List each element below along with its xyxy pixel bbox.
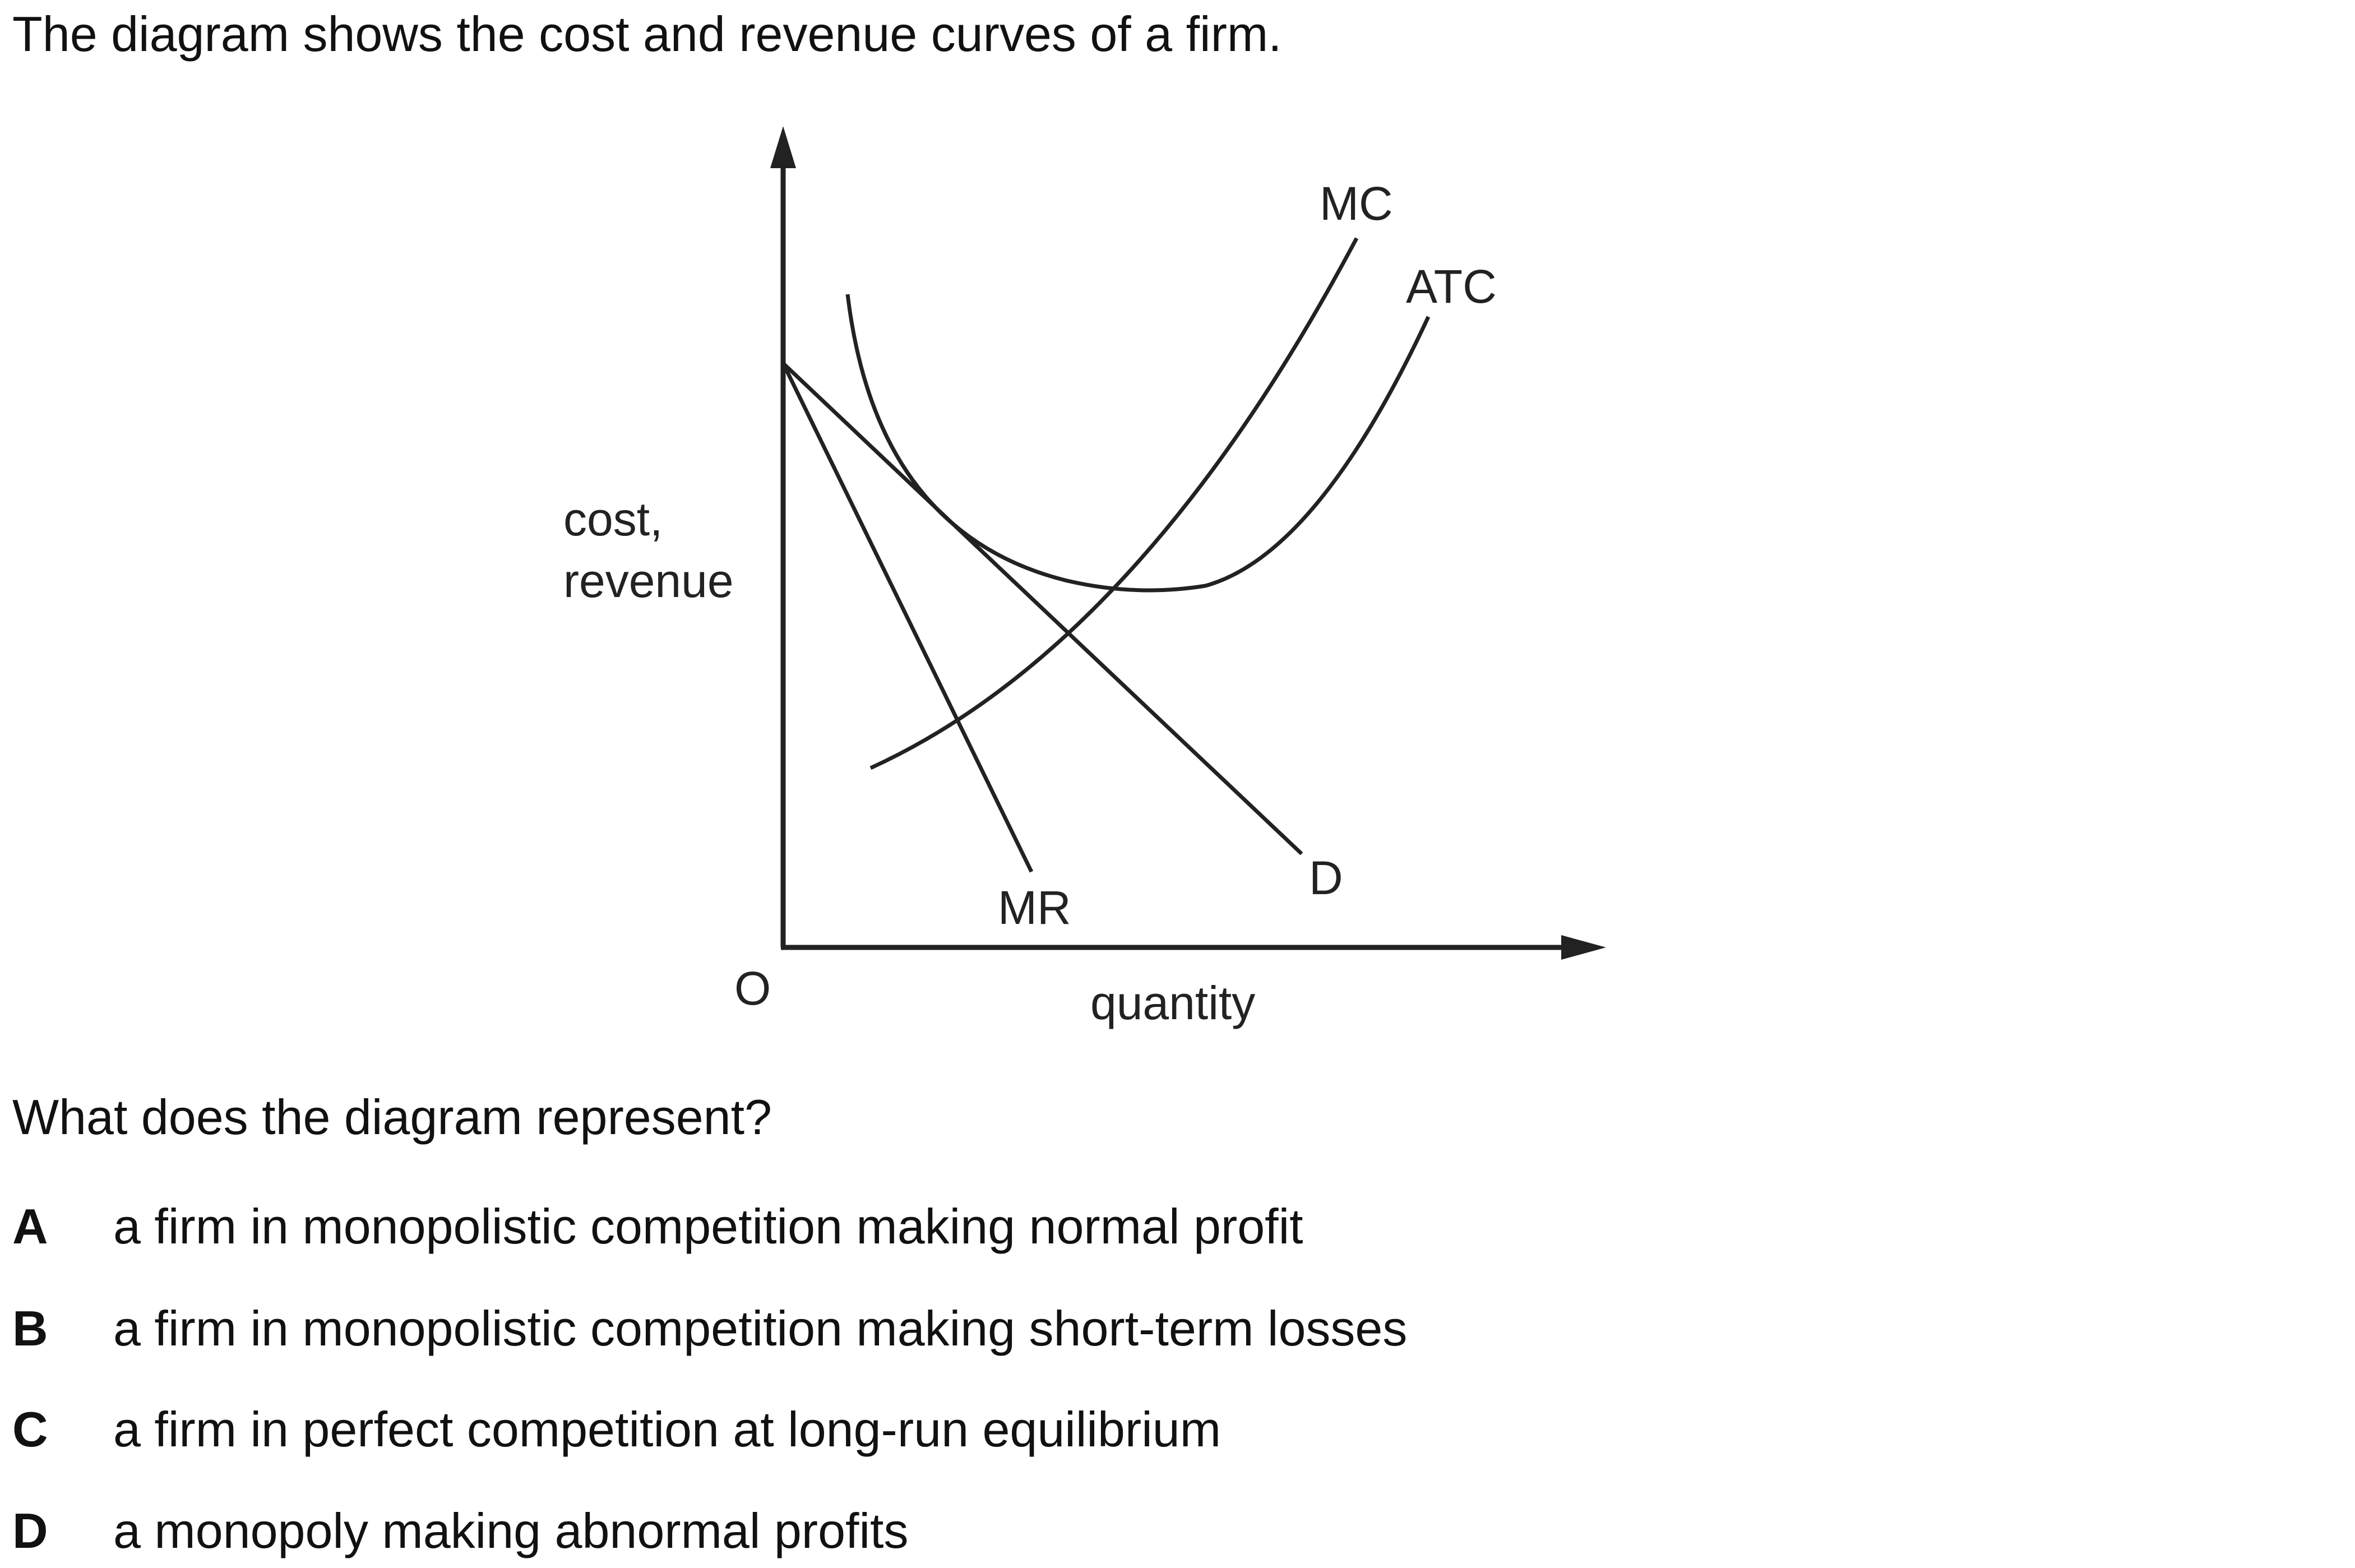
option-c-text: a firm in perfect competition at long-ru… (113, 1402, 1222, 1457)
option-d-text: a monopoly making abnormal profits (113, 1503, 909, 1558)
x-axis-label: quantity (1090, 977, 1255, 1029)
option-c-letter: C (12, 1402, 48, 1457)
origin-label: O (734, 962, 771, 1015)
demand-label: D (1309, 852, 1343, 904)
intro-text: The diagram shows the cost and revenue c… (12, 6, 1282, 62)
option-b-text: a firm in monopolistic competition makin… (113, 1301, 1408, 1356)
atc-label: ATC (1406, 260, 1497, 313)
question-text: What does the diagram represent? (12, 1089, 772, 1145)
mc-curve (869, 237, 1359, 770)
option-b-letter: B (12, 1301, 48, 1356)
option-a-letter: A (12, 1199, 48, 1254)
option-a-text: a firm in monopolistic competition makin… (113, 1199, 1303, 1254)
marginal-revenue-curve (781, 362, 1034, 873)
demand-curve (781, 362, 1303, 855)
y-axis-arrowhead (770, 126, 796, 168)
y-axis-label-line2: revenue (563, 554, 734, 607)
atc-curve (845, 294, 1431, 593)
y-axis-label-line1: cost, (563, 493, 663, 545)
x-axis-arrowhead (1561, 935, 1606, 960)
option-d-letter: D (12, 1503, 48, 1558)
mr-label: MR (998, 881, 1071, 934)
mc-label: MC (1320, 177, 1393, 230)
